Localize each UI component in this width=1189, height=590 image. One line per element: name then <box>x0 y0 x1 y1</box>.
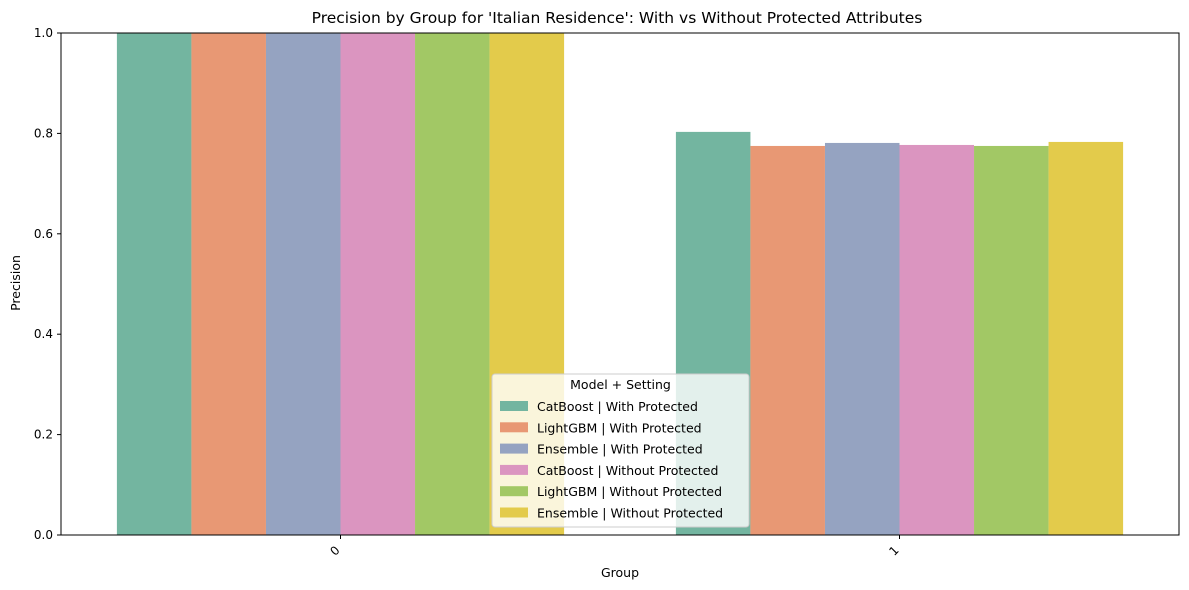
axes-group: 0.0 0.2 0.4 0.6 0.8 1.0 0 1 <box>34 26 1180 559</box>
bar-1-1 <box>750 145 825 535</box>
legend-box <box>491 373 750 528</box>
bar-0-1 <box>191 33 266 535</box>
bar-0-3 <box>340 33 416 535</box>
legend-swatch-2 <box>500 443 528 454</box>
bar-1-2 <box>824 142 900 535</box>
y-axis-label: Precision <box>8 255 23 311</box>
legend-label-0: CatBoost | With Protected <box>537 399 698 414</box>
x-axis-label: Group <box>601 565 639 580</box>
legend-label-5: Ensemble | Without Protected <box>537 506 723 521</box>
legend-label-4: LightGBM | Without Protected <box>537 484 722 499</box>
legend-title: Model + Setting <box>570 377 671 392</box>
bar-0-2 <box>265 33 341 535</box>
bar-1-3 <box>899 144 975 535</box>
y-tick-label-1: 0.2 <box>34 428 53 442</box>
legend-swatch-4 <box>500 486 528 497</box>
plot-frame <box>60 32 1180 536</box>
y-tick-label-2: 0.4 <box>34 327 53 341</box>
bar-1-4 <box>974 145 1049 535</box>
y-tick-label-4: 0.8 <box>34 126 53 140</box>
legend-label-2: Ensemble | With Protected <box>537 442 703 457</box>
bar-0-0 <box>116 33 192 535</box>
legend: Model + Setting CatBoost | With Protected… <box>491 373 750 528</box>
chart-title: Precision by Group for 'Italian Residenc… <box>312 9 923 27</box>
bar-1-5 <box>1048 141 1124 535</box>
legend-swatch-3 <box>500 464 528 475</box>
legend-swatch-0 <box>500 401 528 411</box>
bars-group <box>116 33 1124 535</box>
y-tick-label-5: 1.0 <box>34 26 53 40</box>
x-tick-label-0: 0 <box>327 543 342 558</box>
bar-0-4 <box>415 33 490 535</box>
legend-swatch-5 <box>500 507 528 518</box>
x-tick-label-1: 1 <box>886 543 901 558</box>
legend-label-1: LightGBM | With Protected <box>537 420 702 435</box>
y-tick-label-0: 0.0 <box>34 528 53 542</box>
legend-label-3: CatBoost | Without Protected <box>537 463 718 478</box>
y-tick-label-3: 0.6 <box>34 227 53 241</box>
legend-swatch-1 <box>500 422 528 433</box>
